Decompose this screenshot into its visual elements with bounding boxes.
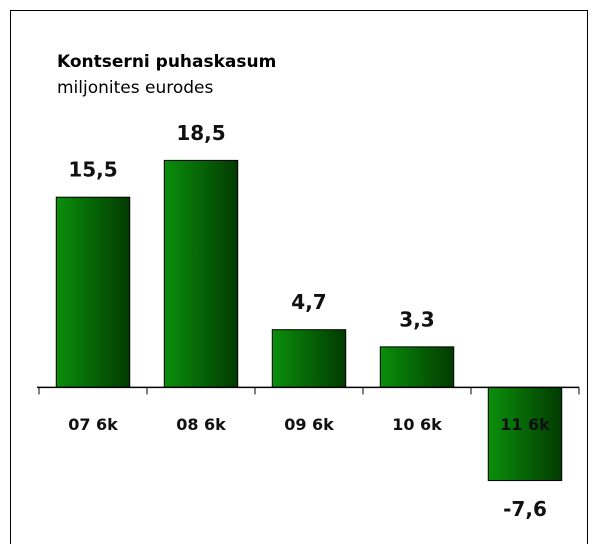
x-tick-label: 07 6k <box>68 415 118 434</box>
x-tick-label: 10 6k <box>392 415 442 434</box>
data-label: 15,5 <box>68 158 117 182</box>
data-label: 4,7 <box>291 290 326 314</box>
chart-subtitle: miljonites eurodes <box>57 78 214 98</box>
data-label: 18,5 <box>176 121 225 145</box>
chart-title: Kontserni puhaskasum <box>57 52 276 72</box>
bar <box>163 159 239 388</box>
bar <box>271 329 347 388</box>
x-tick-label: 11 6k <box>500 415 550 434</box>
x-tick-label: 08 6k <box>176 415 226 434</box>
data-label: -7,6 <box>503 497 547 521</box>
bar <box>487 386 563 482</box>
x-tick-label: 09 6k <box>284 415 334 434</box>
bar <box>55 196 131 388</box>
data-label: 3,3 <box>399 307 434 331</box>
bar <box>379 346 455 388</box>
